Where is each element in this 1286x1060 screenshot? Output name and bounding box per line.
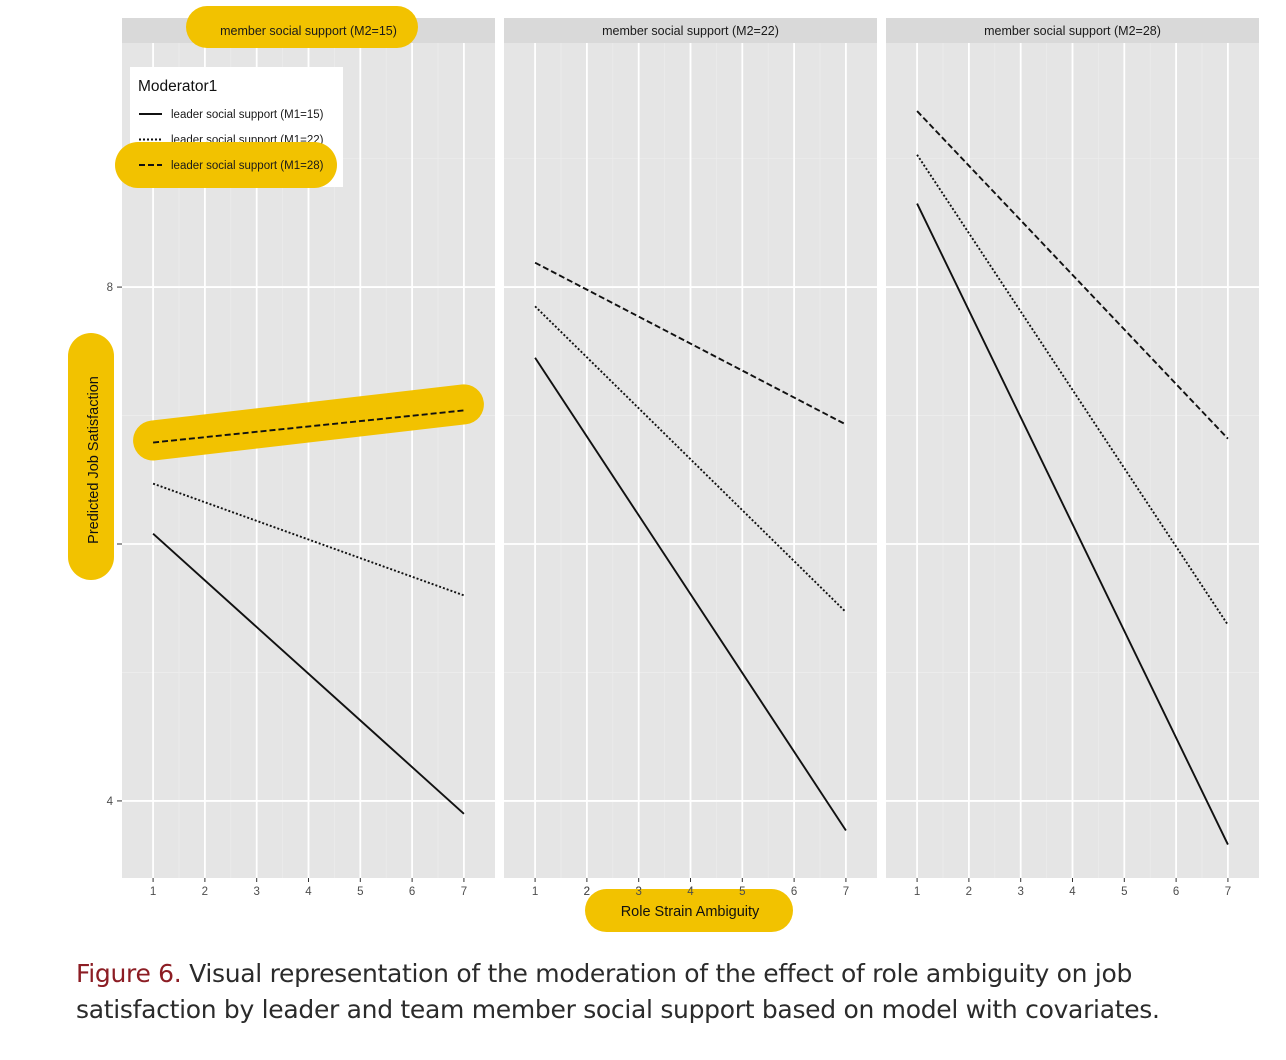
facet-strip: [886, 18, 1259, 43]
x-tick-label: 3: [253, 886, 259, 898]
series-line-dotted: [152, 482, 465, 597]
series-line-dashed: [916, 110, 1229, 440]
x-tick-label: 7: [461, 886, 467, 898]
y-axis-title: Predicted Job Satisfaction: [86, 376, 102, 544]
x-tick-label: 1: [532, 886, 538, 898]
series-highlight: [133, 384, 484, 461]
x-axis-title: Role Strain Ambiguity: [621, 904, 760, 920]
series-line-solid: [534, 357, 847, 831]
x-tick-label: 5: [357, 886, 363, 898]
x-tick-label: 6: [1173, 886, 1179, 898]
x-tick-label: 2: [584, 886, 590, 898]
ylabel-highlight: [68, 333, 114, 580]
facet-strip-label: member social support (M2=15): [220, 24, 397, 38]
legend-title: Moderator1: [138, 78, 217, 95]
xlabel-highlight: [585, 889, 793, 932]
legend-entry-label: leader social support (M1=28): [171, 160, 324, 172]
series-line-dashed: [152, 409, 465, 444]
x-tick-label: 3: [635, 886, 641, 898]
facet-strip: [504, 18, 877, 43]
series-line-dotted: [534, 305, 847, 613]
x-tick-label: 2: [584, 886, 590, 898]
x-tick-label: 4: [305, 886, 312, 898]
x-tick-label: 7: [1225, 886, 1231, 898]
x-tick-label: 4: [1069, 886, 1076, 898]
facet-strip-label: member social support (M2=22): [602, 24, 779, 38]
strip-highlight: [186, 6, 418, 48]
y-tick-label: 8: [107, 282, 113, 294]
faceted-line-chart: member social support (M2=15) 1 2 3 4 5 6 7 memb…: [68, 6, 1259, 932]
y-tick-label: 4: [107, 796, 114, 808]
series-line-solid: [916, 203, 1229, 846]
series-line-dotted: [916, 154, 1229, 626]
x-tick-label: 2: [966, 886, 972, 898]
series-line-solid: [152, 533, 465, 815]
legend-entry-highlight: [115, 142, 337, 188]
figure-caption: Figure 6. Visual representation of the m…: [76, 956, 1276, 1028]
facet-strip-label: member social support (M2=28): [984, 24, 1161, 38]
series-line-dashed: [534, 261, 847, 426]
figure-label: Figure 6.: [76, 959, 182, 988]
x-tick-label: 6: [791, 886, 797, 898]
x-tick-label: 4: [687, 886, 694, 898]
caption-text: Visual representation of the moderation …: [76, 959, 1160, 1024]
x-tick-label: 3: [1017, 886, 1023, 898]
x-tick-label: 1: [150, 886, 156, 898]
x-tick-label: 6: [409, 886, 415, 898]
x-tick-label: 7: [843, 886, 849, 898]
x-tick-label: 2: [202, 886, 208, 898]
x-tick-label: 5: [739, 886, 745, 898]
x-tick-label: 5: [1121, 886, 1127, 898]
legend-entry-label: leader social support (M1=15): [171, 109, 324, 121]
x-tick-label: 1: [914, 886, 920, 898]
